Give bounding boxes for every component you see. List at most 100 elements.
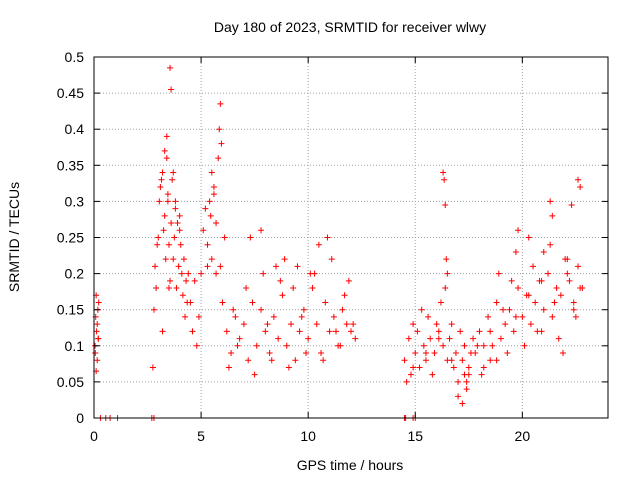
data-point [352, 335, 359, 342]
data-point [493, 357, 500, 364]
data-point [245, 357, 252, 364]
data-point [465, 364, 472, 371]
data-point [305, 335, 312, 342]
data-points [92, 64, 586, 421]
y-tick-label: 0.2 [65, 266, 85, 282]
y-tick-label: 0.45 [57, 85, 84, 101]
data-point [213, 220, 220, 227]
y-tick-label: 0.5 [65, 49, 85, 65]
x-tick-label: 20 [515, 428, 531, 444]
data-point [264, 321, 271, 328]
data-point [425, 313, 432, 320]
data-point [431, 350, 438, 357]
data-point [164, 191, 171, 198]
data-point [159, 169, 166, 176]
data-point [333, 328, 340, 335]
data-point [202, 205, 209, 212]
data-point [322, 299, 329, 306]
data-point [270, 313, 277, 320]
data-point [277, 277, 284, 284]
data-point [326, 328, 333, 335]
data-point [195, 313, 202, 320]
data-point [283, 342, 290, 349]
data-point [463, 386, 470, 393]
data-point [268, 357, 275, 364]
data-point [512, 313, 519, 320]
data-point [455, 378, 462, 385]
data-point [403, 378, 410, 385]
x-tick-label: 15 [407, 428, 423, 444]
data-point [443, 256, 450, 263]
data-point [427, 335, 434, 342]
y-tick-label: 0 [76, 410, 84, 426]
data-point [410, 321, 417, 328]
data-point [448, 357, 455, 364]
data-point [290, 285, 297, 292]
data-point [160, 227, 167, 234]
data-point [204, 241, 211, 248]
data-point [435, 335, 442, 342]
data-point [485, 313, 492, 320]
data-point [225, 364, 232, 371]
y-tick-label: 0.4 [65, 121, 85, 137]
data-point [476, 328, 483, 335]
data-point [253, 342, 260, 349]
data-point [525, 292, 532, 299]
data-point [564, 256, 571, 263]
data-point [163, 155, 170, 162]
data-point [401, 357, 408, 364]
data-point [530, 263, 537, 270]
data-point [459, 400, 466, 407]
data-point [92, 350, 99, 357]
data-point [527, 321, 534, 328]
data-point [493, 299, 500, 306]
data-point [557, 292, 564, 299]
data-point [170, 169, 177, 176]
data-point [315, 241, 322, 248]
data-point [178, 270, 185, 277]
data-point [189, 328, 196, 335]
data-point [450, 364, 457, 371]
x-axis-label: GPS time / hours [297, 457, 404, 473]
data-point [504, 350, 511, 357]
data-point [167, 64, 174, 71]
data-point [489, 342, 496, 349]
data-point [474, 342, 481, 349]
data-point [348, 328, 354, 335]
data-point [94, 357, 101, 364]
data-point [177, 241, 184, 248]
data-point [219, 299, 226, 306]
data-point [161, 212, 168, 219]
data-point [547, 198, 554, 205]
data-point [215, 155, 222, 162]
data-point [258, 306, 265, 313]
data-point [179, 292, 186, 299]
data-point [260, 270, 267, 277]
x-tick-label: 0 [90, 428, 98, 444]
data-point [570, 299, 577, 306]
data-point [207, 212, 214, 219]
data-point [204, 263, 211, 270]
data-point [210, 191, 217, 198]
grid-lines [94, 57, 608, 418]
data-point [472, 350, 479, 357]
data-point [307, 270, 314, 277]
y-tick-label: 0.3 [65, 193, 85, 209]
data-point [343, 321, 350, 328]
data-point [162, 256, 169, 263]
data-point [515, 227, 522, 234]
data-point [463, 378, 470, 385]
data-point [165, 285, 172, 292]
y-axis-label: SRMTID / TECUs [6, 182, 22, 292]
data-point [200, 227, 207, 234]
data-point [545, 270, 552, 277]
data-point [478, 371, 485, 378]
data-point [452, 350, 459, 357]
data-point [247, 234, 254, 241]
data-point [429, 371, 436, 378]
data-point [217, 263, 224, 270]
y-tick-label: 0.35 [57, 157, 84, 173]
data-point [500, 306, 507, 313]
data-point [236, 335, 243, 342]
